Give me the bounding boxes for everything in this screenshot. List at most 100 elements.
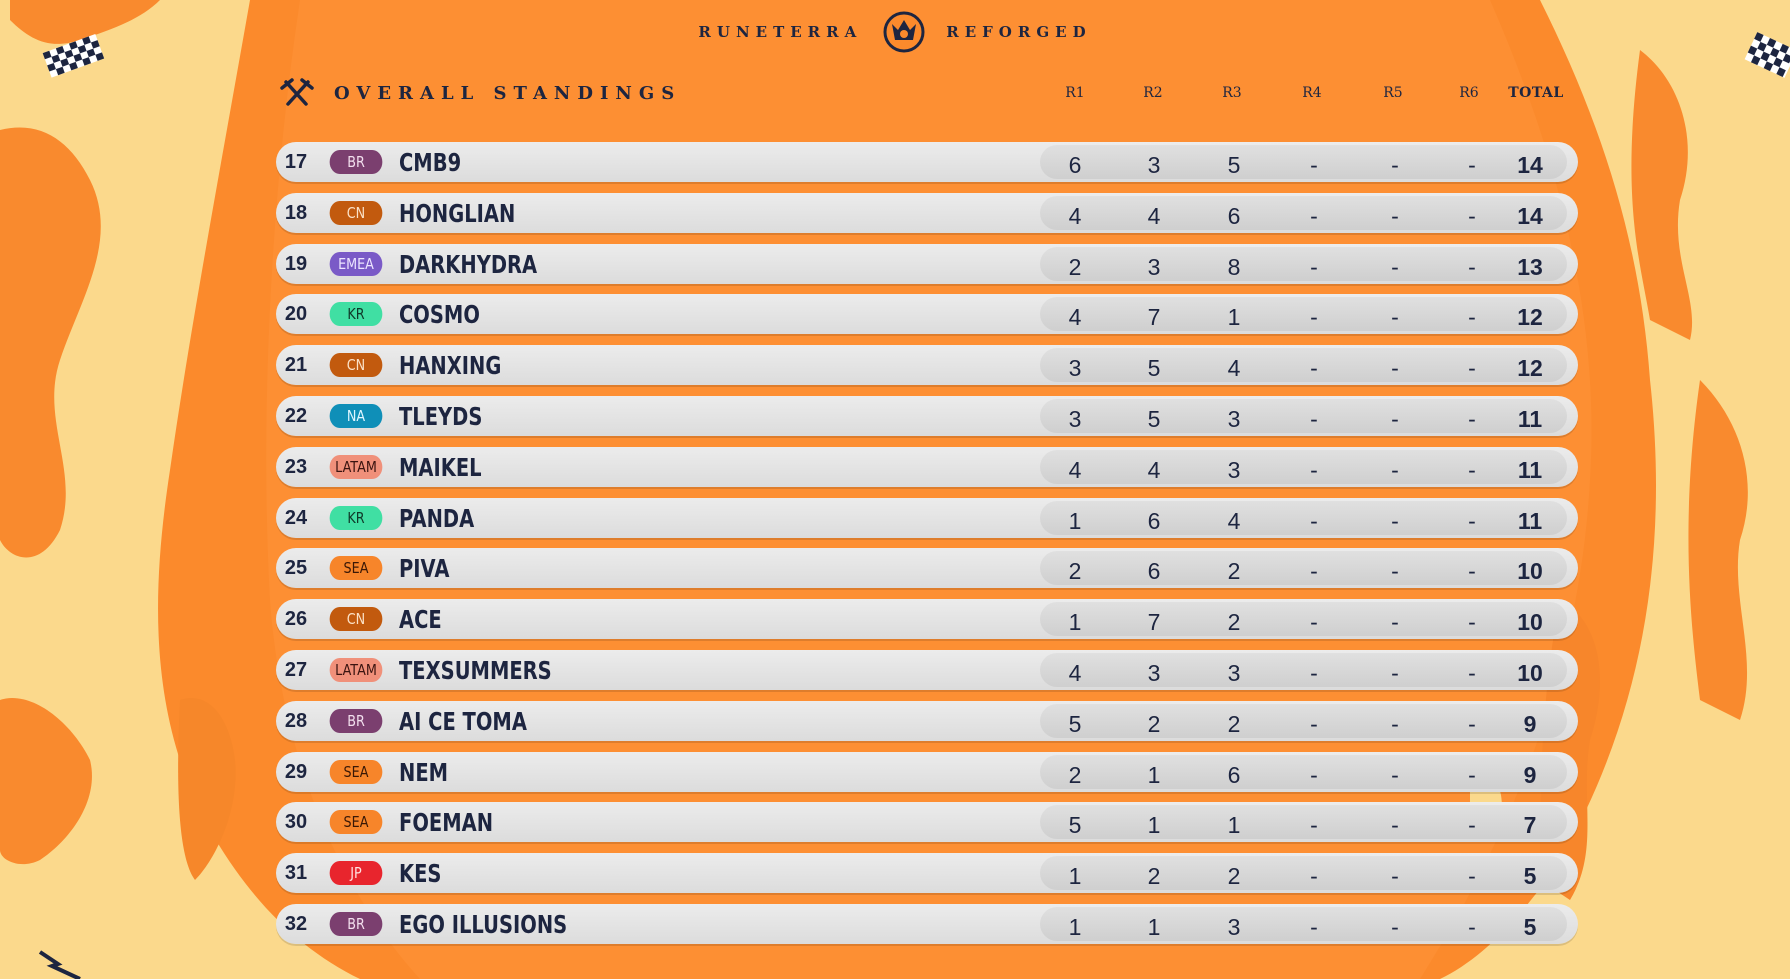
- score-total: 14: [1517, 202, 1543, 229]
- rank-number: 18: [284, 201, 308, 224]
- score-r4: -: [1310, 304, 1318, 331]
- table-row: 23 LATAM MAIKEL 4 4 3 - - - 11: [276, 446, 1578, 487]
- brand-right-text: REFORGED: [946, 23, 1092, 41]
- score-r3: 4: [1227, 355, 1241, 382]
- score-r2: 1: [1147, 914, 1161, 940]
- score-r1: 6: [1068, 152, 1082, 178]
- table-row: 25 SEA PIVA 2 6 2 - - - 10: [276, 548, 1578, 589]
- player-name: NEM: [399, 757, 449, 787]
- score-r2: 2: [1147, 863, 1161, 890]
- player-name: MAIKEL: [399, 452, 482, 482]
- brand-header: RUNETERRA REFORGED: [0, 10, 1790, 54]
- score-r2: 7: [1147, 304, 1161, 331]
- score-r1: 1: [1068, 507, 1082, 534]
- score-r1: 2: [1068, 253, 1082, 280]
- column-header-r5: R5: [1383, 85, 1403, 101]
- score-r3: 2: [1227, 863, 1241, 890]
- table-row: 17 BR CMB9 6 3 5 - - - 14: [276, 142, 1578, 182]
- score-r3: 2: [1227, 710, 1241, 737]
- score-total: 11: [1517, 507, 1543, 534]
- region-badge: SEA: [329, 556, 383, 581]
- score-r5: -: [1391, 710, 1399, 737]
- score-r5: -: [1391, 863, 1399, 890]
- table-row: 22 NA TLEYDS 3 5 3 - - - 11: [276, 396, 1578, 436]
- rank-number: 19: [284, 252, 308, 275]
- round-scores: 5 1 1 - - - 7: [1040, 805, 1567, 840]
- region-badge: LATAM: [329, 658, 383, 682]
- score-r5: -: [1391, 812, 1399, 839]
- score-r5: -: [1391, 761, 1399, 788]
- player-name: HONGLIAN: [399, 198, 516, 228]
- rank-number: 29: [284, 760, 308, 783]
- score-r6: -: [1468, 609, 1476, 636]
- score-r1: 4: [1068, 660, 1082, 686]
- score-r4: -: [1310, 812, 1318, 839]
- score-r5: -: [1391, 660, 1399, 686]
- score-r6: -: [1468, 863, 1476, 890]
- score-r3: 2: [1227, 609, 1241, 636]
- score-r5: -: [1391, 355, 1399, 382]
- rank-number: 26: [284, 608, 308, 631]
- score-total: 10: [1517, 660, 1543, 686]
- score-total: 10: [1517, 609, 1543, 636]
- player-name: PIVA: [399, 554, 450, 584]
- round-scores: 4 4 6 - - - 14: [1040, 195, 1567, 230]
- page-title: OVERALL STANDINGS: [334, 82, 682, 104]
- score-r4: -: [1310, 558, 1318, 585]
- score-r1: 4: [1068, 202, 1082, 229]
- region-badge: CN: [329, 200, 383, 225]
- score-r2: 3: [1147, 253, 1161, 280]
- column-header-total: TOTAL: [1508, 85, 1564, 101]
- score-total: 5: [1523, 914, 1537, 940]
- table-row: 28 BR AI CE TOMA 5 2 2 - - - 9: [276, 700, 1578, 741]
- score-r4: -: [1310, 914, 1318, 940]
- score-r3: 8: [1227, 253, 1241, 280]
- brand-left-text: RUNETERRA: [698, 23, 863, 41]
- score-r2: 5: [1147, 406, 1161, 432]
- score-r6: -: [1468, 914, 1476, 940]
- score-r3: 4: [1227, 507, 1241, 534]
- rank-number: 21: [284, 354, 308, 377]
- score-r1: 1: [1068, 863, 1082, 890]
- round-scores: 4 3 3 - - - 10: [1040, 653, 1567, 687]
- score-r2: 6: [1147, 558, 1161, 585]
- table-row: 26 CN ACE 1 7 2 - - - 10: [276, 599, 1578, 640]
- score-r5: -: [1391, 558, 1399, 585]
- rank-number: 27: [284, 659, 308, 681]
- player-name: AI CE TOMA: [399, 706, 527, 736]
- column-header-r1: R1: [1065, 85, 1085, 101]
- round-scores: 4 4 3 - - - 11: [1040, 449, 1567, 484]
- score-r2: 4: [1147, 202, 1161, 229]
- score-r5: -: [1391, 253, 1399, 280]
- region-badge: SEA: [329, 759, 383, 784]
- score-r4: -: [1310, 253, 1318, 280]
- score-total: 12: [1517, 355, 1543, 382]
- region-badge: JP: [329, 861, 383, 886]
- score-r1: 1: [1068, 914, 1082, 940]
- player-name: HANXING: [399, 351, 502, 381]
- score-total: 5: [1523, 863, 1537, 890]
- table-row: 20 KR COSMO 4 7 1 - - - 12: [276, 294, 1578, 335]
- score-r1: 1: [1068, 609, 1082, 636]
- table-row: 30 SEA FOEMAN 5 1 1 - - - 7: [276, 802, 1578, 843]
- score-r5: -: [1391, 202, 1399, 229]
- score-r6: -: [1468, 812, 1476, 839]
- score-total: 7: [1523, 812, 1537, 839]
- score-r3: 6: [1227, 761, 1241, 788]
- region-badge: BR: [329, 912, 383, 936]
- score-r1: 2: [1068, 558, 1082, 585]
- player-name: DARKHYDRA: [399, 249, 538, 279]
- score-r6: -: [1468, 304, 1476, 331]
- score-r2: 1: [1147, 812, 1161, 839]
- score-r6: -: [1468, 558, 1476, 585]
- score-r6: -: [1468, 660, 1476, 686]
- round-scores: 1 1 3 - - - 5: [1040, 907, 1567, 941]
- rank-number: 17: [284, 151, 308, 173]
- score-total: 13: [1517, 253, 1543, 280]
- score-r3: 3: [1227, 914, 1241, 940]
- score-r2: 3: [1147, 152, 1161, 178]
- region-badge: EMEA: [329, 251, 383, 276]
- score-r6: -: [1468, 253, 1476, 280]
- region-badge: BR: [329, 708, 383, 733]
- round-scores: 3 5 4 - - - 12: [1040, 348, 1567, 383]
